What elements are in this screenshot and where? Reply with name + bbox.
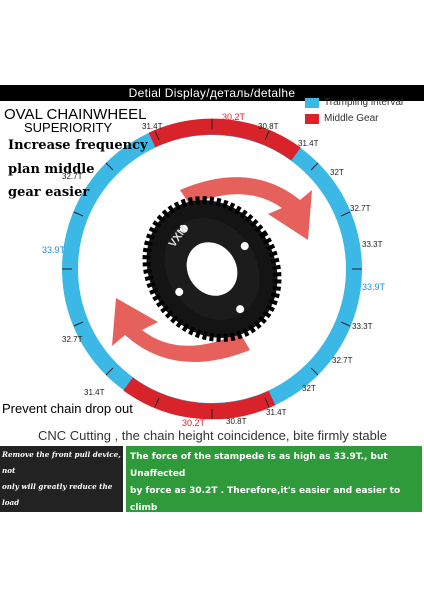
right-info-panel: The force of the stampede is as high as … [126,446,422,530]
tick-label-bottom-red: 30.2T [182,418,206,428]
feature-line-3: gear easier [8,185,90,200]
tick-label: 30.8T [226,417,247,426]
tick-label: 32T [302,384,316,393]
detail-display-banner: Detial Display/деталь/detalhe [0,85,424,101]
left-panel-line: Remove the front pull device, not [2,450,121,475]
middle-gear-arc-bottom [123,377,276,420]
tick-label: 32.7T [332,356,353,365]
tick-label: 31.4T [142,122,163,131]
tick-label: 31.4T [266,408,287,417]
tick-label-left-blue: 33.9T [42,245,66,255]
left-info-panel: Remove the front pull device, not only w… [0,446,123,555]
legend-label-trampling: Trampling interval [324,97,404,108]
right-panel-line: uphill when a flat road pedaling bike ac… [130,520,378,530]
left-panel-line: only will greatly reduce the load [2,482,113,507]
rotation-arrow-top [180,177,312,240]
middle-gear-arc-top [148,118,301,161]
right-panel-line: The force of the stampede is as high as … [130,452,388,479]
prevent-drop-text: Prevent chain drop out [2,401,133,416]
tick-label: 32.7T [62,172,83,181]
tick-label: 33.3T [352,322,373,331]
left-panel-line: will not fall off the chain [2,546,102,555]
tick-label: 31.4T [84,388,105,397]
tick-label: 31.4T [298,139,319,148]
tick-label-top-red: 30.2T [222,112,246,122]
tick-label: 32T [330,168,344,177]
tick-label: 30.8T [258,122,279,131]
oval-chainring [142,196,282,342]
feature-line-1: Increase frequency [8,138,148,153]
right-panel-line: by force as 30.2T . Therefore,it's easie… [130,486,401,513]
ring-tick-marks [62,119,362,419]
legend-swatch-middle-gear [305,114,319,124]
tick-label: 32.7T [62,335,83,344]
feature-line-2: plan middle [8,162,95,177]
left-panel-line: of the vehicle, but also in the ride [2,514,120,539]
cnc-caption: CNC Cutting , the chain height coinciden… [38,428,388,443]
tick-label: 32.7T [350,204,371,213]
title-line-2: SUPERIORITY [24,120,113,135]
rotation-arrow-bottom [112,298,250,362]
title-line-1: OVAL CHAINWHEEL [4,106,147,123]
tick-label-right-blue: 33.9T [362,282,386,292]
tick-label: 33.3T [362,240,383,249]
legend-swatch-trampling [305,98,319,108]
legend-label-middle-gear: Middle Gear [324,113,379,124]
